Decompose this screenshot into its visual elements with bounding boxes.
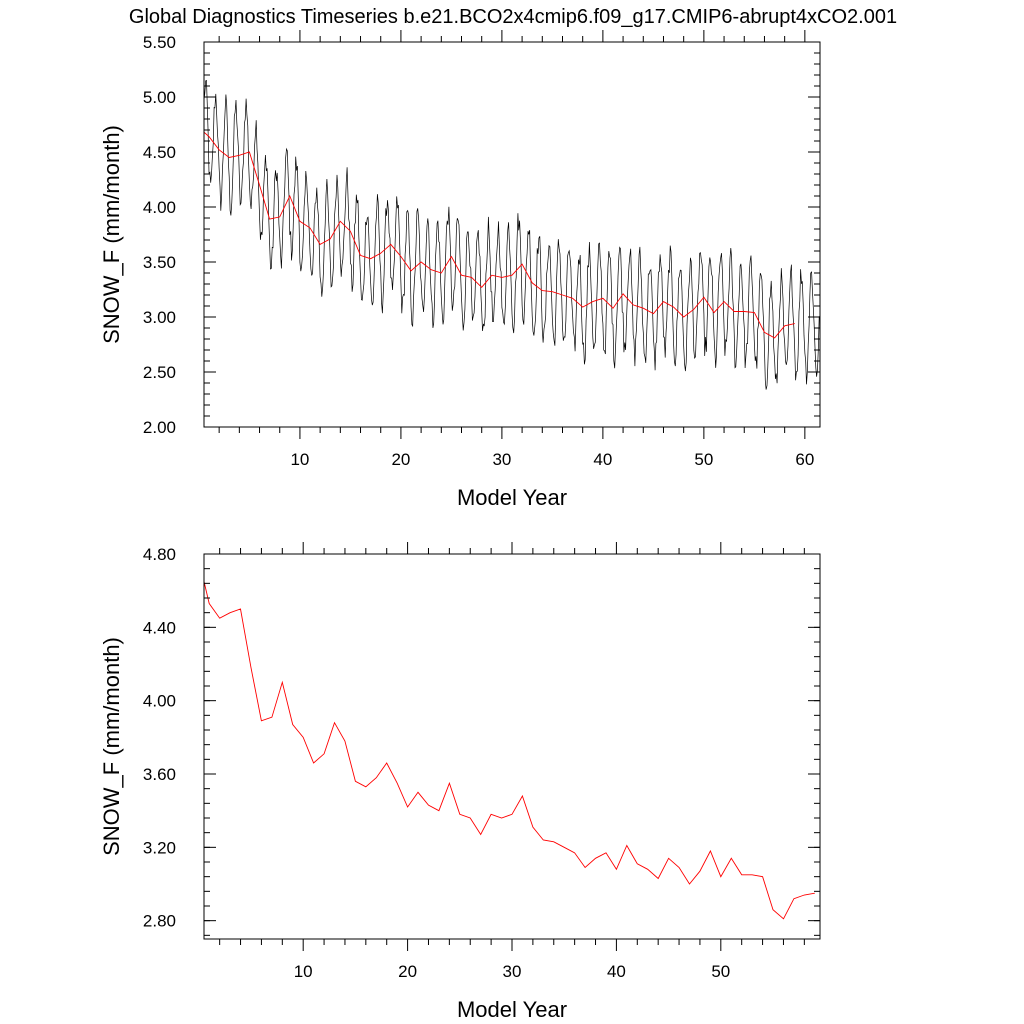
- top-y-tick-label: 4.50: [143, 143, 176, 162]
- top-y-tick-label: 3.00: [143, 308, 176, 327]
- top-plot-frame: [203, 41, 821, 428]
- top-y-tick-label: 4.00: [143, 198, 176, 217]
- bottom-y-tick-label: 4.40: [143, 618, 176, 637]
- bottom-plot-frame: [203, 553, 821, 940]
- top-chart-panel: 2.00 2.50 3.00 3.50 4.00 4.50 5.00 5.50 10 20 30 40…: [99, 30, 821, 510]
- top-y-tick-label: 3.50: [143, 253, 176, 272]
- top-y-tick-label: 5.50: [143, 33, 176, 52]
- bottom-x-axis-label: Model Year: [457, 997, 567, 1022]
- bottom-y-tick-label: 3.60: [143, 765, 176, 784]
- top-x-tick-label: 50: [694, 450, 713, 469]
- bottom-series-annual-mean-line: [203, 581, 815, 920]
- bottom-y-tick-label: 4.00: [143, 692, 176, 711]
- bottom-y-tick-label: 4.80: [143, 545, 176, 564]
- top-x-tick-label: 10: [290, 450, 309, 469]
- top-series-annual-mean-line: [203, 131, 795, 339]
- top-x-tick-label: 20: [391, 450, 410, 469]
- bottom-x-tick-label: 10: [294, 962, 313, 981]
- bottom-x-tick-label: 40: [607, 962, 626, 981]
- bottom-y-tick-label: 3.20: [143, 838, 176, 857]
- bottom-y-axis-label: SNOW_F (mm/month): [99, 637, 124, 856]
- top-series-monthly-line: [203, 80, 820, 390]
- bottom-x-tick-label: 20: [398, 962, 417, 981]
- top-y-tick-label: 5.00: [143, 88, 176, 107]
- top-y-axis-label: SNOW_F (mm/month): [99, 125, 124, 344]
- figure-title: Global Diagnostics Timeseries b.e21.BCO2…: [129, 6, 897, 28]
- top-x-tick-label: 30: [492, 450, 511, 469]
- top-x-tick-label: 60: [795, 450, 814, 469]
- bottom-x-tick-label: 50: [711, 962, 730, 981]
- top-y-tick-label: 2.00: [143, 418, 176, 437]
- bottom-y-tick-label: 2.80: [143, 912, 176, 931]
- top-y-tick-label: 2.50: [143, 363, 176, 382]
- top-x-tick-label: 40: [593, 450, 612, 469]
- bottom-chart-panel: 2.80 3.20 3.60 4.00 4.40 4.80 10 20 30 40 50 Model …: [99, 542, 821, 1022]
- bottom-x-tick-label: 30: [503, 962, 522, 981]
- top-x-axis-label: Model Year: [457, 485, 567, 510]
